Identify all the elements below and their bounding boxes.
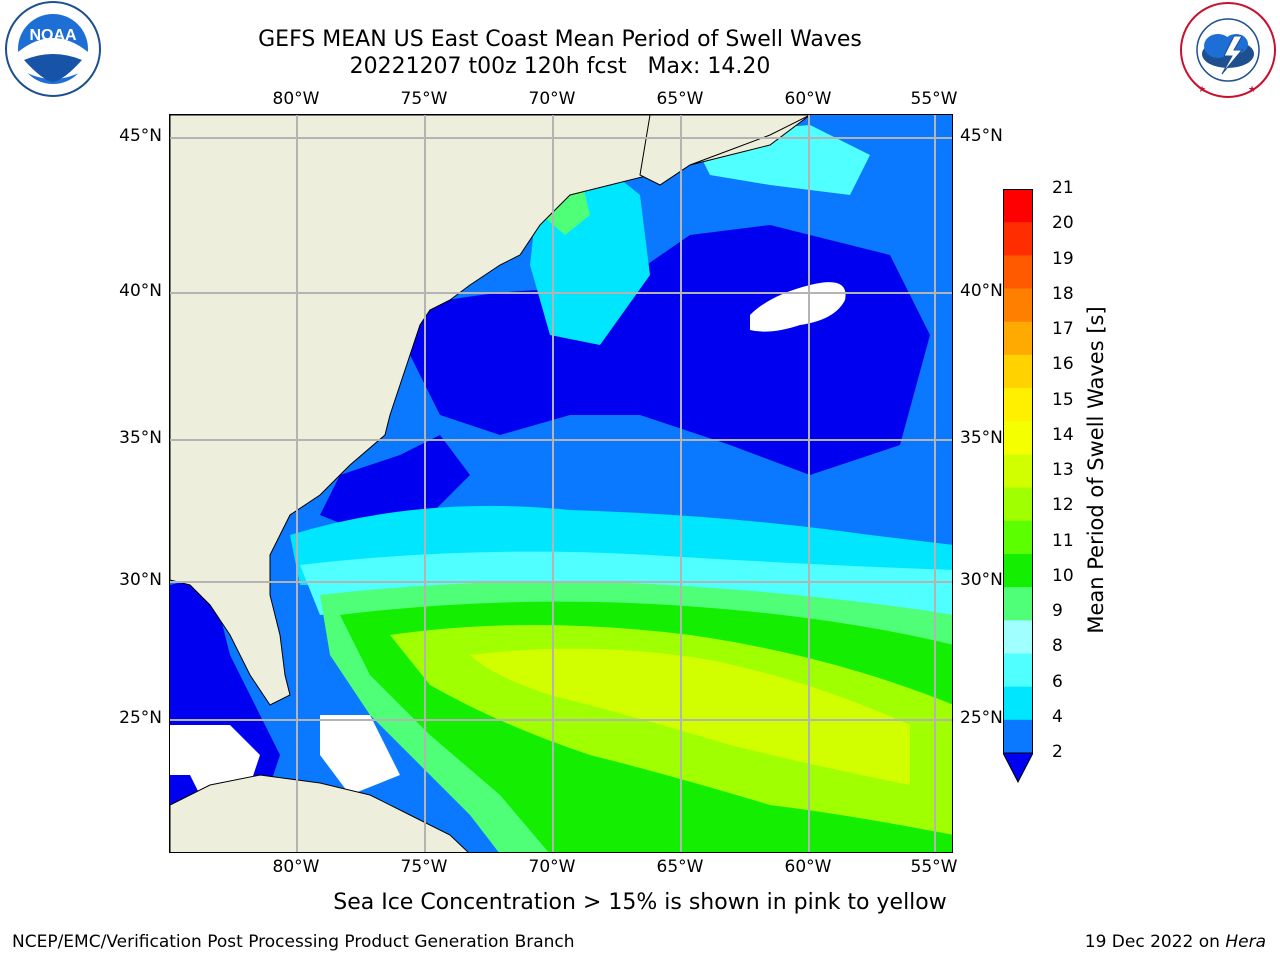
- colorbar-tick-label: 11: [1052, 530, 1074, 551]
- sea-ice-note: Sea Ice Concentration > 15% is shown in …: [333, 890, 947, 915]
- colorbar-tick-label: 20: [1052, 213, 1074, 234]
- colorbar-tick-label: 2: [1052, 742, 1063, 762]
- colorbar-bin: [1003, 454, 1033, 489]
- lon-label-top: 65°W: [656, 89, 704, 109]
- colorbar: [1002, 189, 1034, 784]
- colorbar-bin: [1003, 487, 1033, 522]
- svg-text:★: ★: [1198, 85, 1206, 95]
- lat-label-right: 40°N: [960, 281, 1003, 301]
- footer-credit: NCEP/EMC/Verification Post Processing Pr…: [12, 932, 575, 952]
- swell-zone-low: [410, 225, 930, 475]
- colorbar-tick-label: 9: [1052, 601, 1063, 621]
- map-canvas: [170, 115, 952, 852]
- colorbar-tick-label: 19: [1052, 248, 1074, 269]
- footer-date-text: 19 Dec 2022 on: [1084, 932, 1220, 952]
- svg-text:★: ★: [1248, 85, 1256, 95]
- lat-label-left: 35°N: [119, 428, 162, 448]
- colorbar-bin: [1003, 189, 1033, 223]
- colorbar-bin: [1003, 288, 1033, 323]
- land-cuba: [170, 774, 469, 852]
- lon-label-top: 75°W: [400, 89, 448, 109]
- lon-label-top: 60°W: [784, 89, 832, 109]
- colorbar-bin: [1003, 719, 1033, 754]
- colorbar-bin: [1003, 255, 1033, 290]
- colorbar-tick-label: 15: [1052, 389, 1074, 410]
- colorbar-tick-label: 6: [1052, 671, 1063, 692]
- colorbar-extend-triangle: [1002, 752, 1034, 784]
- colorbar-tick-label: 10: [1052, 565, 1074, 586]
- colorbar-bin: [1003, 686, 1033, 721]
- colorbar-bin: [1003, 388, 1033, 422]
- colorbar-bin: [1003, 553, 1033, 588]
- no-data-patch: [750, 282, 846, 332]
- colorbar-bin: [1003, 587, 1033, 621]
- noaa-wordmark: NOAA: [29, 27, 77, 44]
- lat-label-left: 30°N: [119, 570, 162, 590]
- colorbar-tick-label: 17: [1052, 319, 1074, 339]
- lon-label-bottom: 55°W: [910, 857, 958, 877]
- colorbar-bin: [1003, 222, 1033, 256]
- footer-date: 19 Dec 2022 on Hera: [1085, 932, 1266, 952]
- chart-title: GEFS MEAN US East Coast Mean Period of S…: [258, 27, 862, 52]
- land-maritimes: [639, 115, 811, 186]
- lat-label-right: 30°N: [960, 570, 1003, 590]
- colorbar-bin: [1003, 520, 1033, 555]
- lat-label-right: 45°N: [960, 126, 1003, 146]
- colorbar-tick-label: 12: [1052, 495, 1074, 516]
- colorbar-bin: [1003, 354, 1033, 389]
- colorbar-bin: [1003, 321, 1033, 356]
- colorbar-tick-label: 8: [1052, 636, 1063, 657]
- lon-label-bottom: 75°W: [400, 857, 448, 877]
- lon-label-bottom: 65°W: [656, 857, 704, 877]
- lat-label-left: 25°N: [119, 708, 162, 728]
- lat-label-right: 25°N: [960, 708, 1003, 728]
- noaa-logo: NOAA: [4, 0, 102, 98]
- lon-label-top: 55°W: [910, 89, 958, 109]
- footer-host: Hera: [1225, 932, 1266, 952]
- lon-label-bottom: 80°W: [272, 857, 320, 877]
- colorbar-label: Mean Period of Swell Waves [s]: [1084, 306, 1108, 634]
- lat-label-left: 45°N: [119, 126, 162, 146]
- lon-label-top: 70°W: [528, 89, 576, 109]
- lat-label-left: 40°N: [119, 281, 162, 301]
- colorbar-tick-label: 4: [1052, 706, 1063, 727]
- nws-logo: ★ ★: [1178, 0, 1278, 100]
- colorbar-tick-label: 16: [1052, 354, 1074, 375]
- colorbar-tick-label: 14: [1052, 424, 1074, 445]
- colorbar-tick-label: 21: [1052, 178, 1074, 198]
- lat-label-right: 35°N: [960, 428, 1003, 448]
- colorbar-outline: [1003, 189, 1033, 754]
- no-data-patch: [320, 715, 400, 795]
- graticule: [170, 115, 952, 852]
- lon-label-bottom: 70°W: [528, 857, 576, 877]
- swell-zone-yellow: [470, 648, 910, 785]
- colorbar-tick-label: 18: [1052, 283, 1074, 304]
- colorbar-bin: [1003, 620, 1033, 654]
- map-area: [169, 114, 953, 853]
- colorbar-bin: [1003, 653, 1033, 688]
- colorbar-tick-label: 13: [1052, 460, 1074, 480]
- colorbar-graphic: [1002, 189, 1034, 784]
- land-us-east-coast: [170, 115, 811, 706]
- colorbar-bin: [1003, 421, 1033, 455]
- chart-subtitle: 20221207 t00z 120h fcst Max: 14.20: [349, 54, 771, 79]
- lon-label-bottom: 60°W: [784, 857, 832, 877]
- lon-label-top: 80°W: [272, 89, 320, 109]
